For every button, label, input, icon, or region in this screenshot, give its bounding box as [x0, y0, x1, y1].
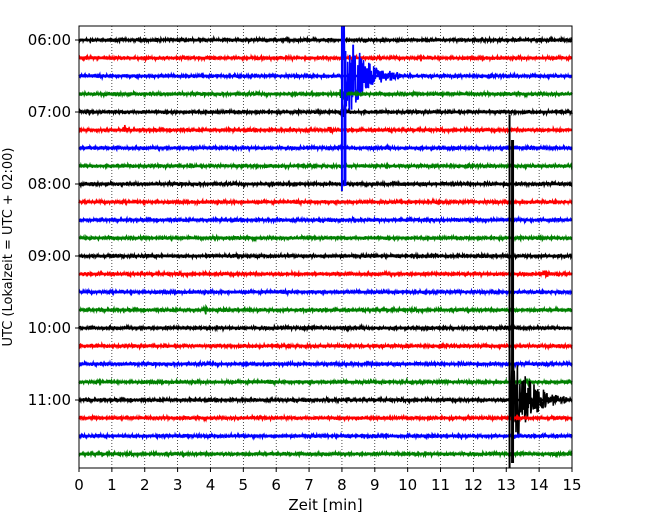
trace-line	[78, 345, 573, 438]
x-axis-ticks: 0 1 2 3 4 5 6 7 8 9 10 11 12 13 14 15	[74, 468, 582, 494]
x-tick-label: 0	[74, 476, 84, 494]
y-tick-label: 09:00	[28, 247, 71, 265]
trace-group	[78, 26, 573, 468]
x-tick-label: 3	[173, 476, 183, 494]
y-tick-label: 10:00	[28, 319, 71, 337]
y-axis-label: UTC (Lokalzeit = UTC + 02:00)	[1, 148, 16, 347]
x-axis-label: Zeit [min]	[288, 496, 362, 514]
x-tick-label: 12	[464, 476, 483, 494]
y-axis-ticks: 06:00 07:00 08:00 09:00 10:00 11:00	[28, 31, 79, 409]
x-tick-label: 9	[370, 476, 380, 494]
x-tick-label: 4	[206, 476, 216, 494]
y-tick-label: 11:00	[28, 391, 71, 409]
x-tick-label: 1	[107, 476, 117, 494]
plot-frame	[78, 25, 573, 469]
x-tick-label: 13	[497, 476, 516, 494]
x-tick-label: 15	[562, 476, 581, 494]
y-tick-label: 07:00	[28, 103, 71, 121]
x-tick-label: 11	[431, 476, 450, 494]
x-tick-label: 7	[304, 476, 314, 494]
trace-line	[78, 102, 573, 118]
x-tick-label: 2	[140, 476, 150, 494]
x-tick-label: 14	[530, 476, 549, 494]
x-tick-label: 10	[398, 476, 417, 494]
x-tick-label: 5	[239, 476, 249, 494]
x-tick-label: 6	[271, 476, 281, 494]
y-tick-label: 06:00	[28, 31, 71, 49]
x-tick-label: 8	[337, 476, 347, 494]
y-tick-label: 08:00	[28, 175, 71, 193]
